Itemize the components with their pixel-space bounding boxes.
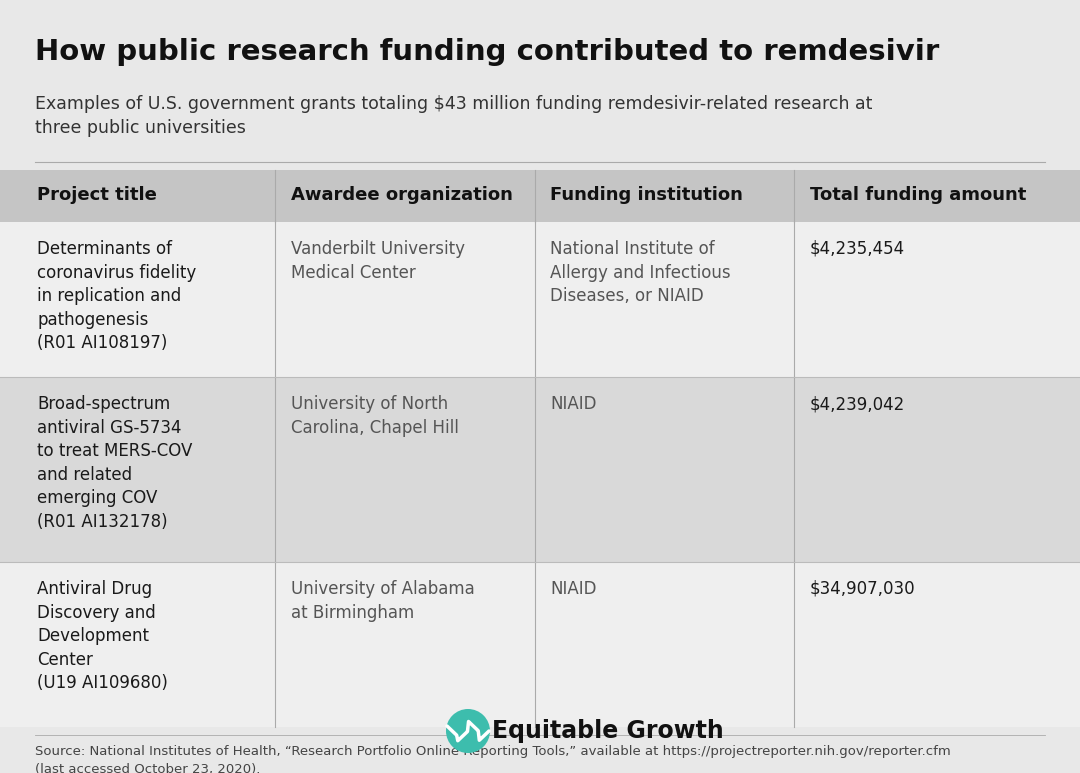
Text: How public research funding contributed to remdesivir: How public research funding contributed … [35,38,940,66]
Text: Awardee organization: Awardee organization [292,186,513,204]
Bar [0,377,1080,562]
Text: Total funding amount: Total funding amount [810,186,1026,204]
Bar [0,222,1080,377]
Text: Project title: Project title [38,186,158,204]
Text: Determinants of
coronavirus fidelity
in replication and
pathogenesis
(R01 AI1081: Determinants of coronavirus fidelity in … [38,240,197,352]
Bar [0,170,1080,222]
Text: $34,907,030: $34,907,030 [810,580,915,598]
Circle shape [446,709,490,753]
Text: NIAID: NIAID [551,580,597,598]
Text: Equitable Growth: Equitable Growth [492,719,724,743]
Text: Antiviral Drug
Discovery and
Development
Center
(U19 AI109680): Antiviral Drug Discovery and Development… [38,580,168,693]
Text: University of Alabama
at Birmingham: University of Alabama at Birmingham [292,580,475,621]
Text: NIAID: NIAID [551,395,597,413]
Text: Vanderbilt University
Medical Center: Vanderbilt University Medical Center [292,240,465,281]
Text: Examples of U.S. government grants totaling $43 million funding remdesivir-relat: Examples of U.S. government grants total… [35,95,873,138]
Text: University of North
Carolina, Chapel Hill: University of North Carolina, Chapel Hil… [292,395,459,437]
Text: Source: National Institutes of Health, “Research Portfolio Online Reporting Tool: Source: National Institutes of Health, “… [35,745,950,773]
Bar [0,562,1080,727]
Text: Funding institution: Funding institution [551,186,743,204]
Text: Broad-spectrum
antiviral GS-5734
to treat MERS-COV
and related
emerging COV
(R01: Broad-spectrum antiviral GS-5734 to trea… [38,395,192,531]
Text: National Institute of
Allergy and Infectious
Diseases, or NIAID: National Institute of Allergy and Infect… [551,240,731,305]
Text: $4,239,042: $4,239,042 [810,395,905,413]
Text: $4,235,454: $4,235,454 [810,240,905,258]
